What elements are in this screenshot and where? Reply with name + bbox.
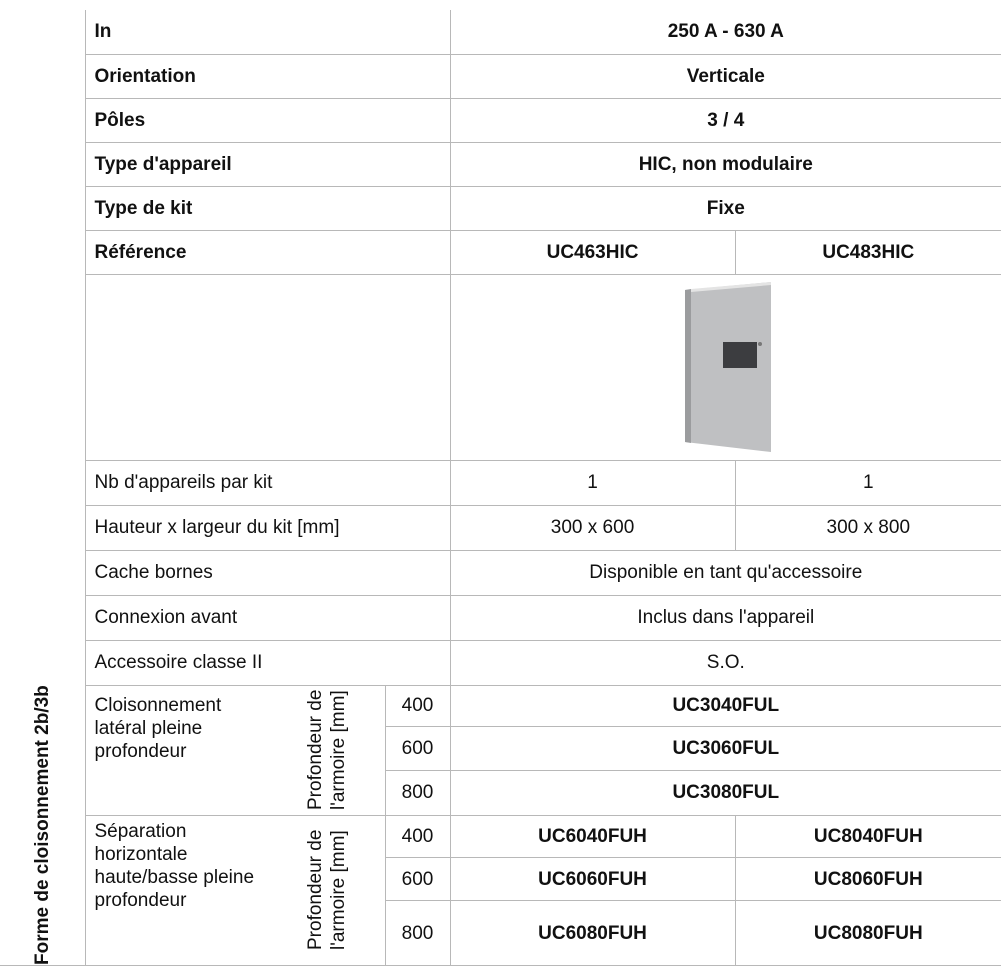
blank-cell [0,505,86,550]
spec-table: In 250 A - 630 A Orientation Verticale Pôles… [0,10,1001,966]
row-label: Accessoire classe II [85,640,451,686]
row-value: 1 [450,460,736,506]
rotated-text: Profondeur de l'armoire [mm] [305,689,350,811]
depth: 400 [385,685,451,727]
table-body: In 250 A - 630 A Orientation Verticale Pôles… [0,10,1001,966]
row-label: Type de kit [85,186,451,231]
table-row: In 250 A - 630 A [0,10,1001,55]
blank-cell [0,640,86,685]
table-row: 800 UC3080FUL [0,770,1001,816]
rotated-text: Profondeur de l'armoire [mm] [305,830,350,951]
group-label: Séparation horizontale haute/basse plein… [85,815,270,966]
row-value: Verticale [450,54,1001,99]
row-value: Disponible en tant qu'accessoire [450,550,1001,596]
row-label: Orientation [85,54,451,99]
depth: 600 [385,726,451,771]
row-label: Hauteur x largeur du kit [mm] [85,505,451,551]
depth: 800 [385,770,451,816]
table-row: Accessoire classe II S.O. [0,640,1001,686]
row-label: Pôles [85,98,451,143]
table-row: Forme de cloisonnement 2b/3b Cloisonnemen… [0,685,1001,966]
row-value: HIC, non modulaire [450,142,1001,187]
row-label: In [85,10,451,55]
group-label: Cloisonnement latéral pleine profondeur [85,685,270,816]
product-image-cell [450,274,1001,461]
row-value: 250 A - 630 A [450,10,1001,55]
depth: 800 [385,900,451,966]
blank-cell [0,550,86,595]
table-row: Hauteur x largeur du kit [mm] 300 x 600 30… [0,505,1001,551]
partition-value: UC3080FUL [450,770,1001,816]
table-row: Référence UC463HIC UC483HIC [0,230,1001,275]
table-row: Connexion avant Inclus dans l'appareil [0,595,1001,641]
reference-value: UC483HIC [735,230,1001,275]
table-row: Cache bornes Disponible en tant qu'access… [0,550,1001,596]
product-image [684,282,771,452]
partition-title: Forme de cloisonnement 2b/3b [0,685,86,966]
partition-value: UC3040FUL [450,685,1001,727]
blank-cell [0,142,86,186]
partition-value: UC6040FUH [450,815,736,858]
row-value: 300 x 600 [450,505,736,551]
row-value: 300 x 800 [735,505,1001,551]
blank-cell [0,274,86,460]
blank-cell [0,595,86,640]
row-label: Référence [85,230,451,275]
depth-label: Profondeur de l'armoire [mm] [270,685,386,816]
depth: 400 [385,815,451,858]
partition-value: UC3060FUL [450,726,1001,771]
depth-label: Profondeur de l'armoire [mm] [270,815,386,966]
row-value: Fixe [450,186,1001,231]
reference-value: UC463HIC [450,230,736,275]
depth: 600 [385,857,451,901]
table-row: Nb d'appareils par kit 1 1 [0,460,1001,506]
rotated-text: Forme de cloisonnement 2b/3b [31,685,53,965]
partition-value: UC8060FUH [735,857,1001,901]
blank-cell [0,230,86,274]
table-row: Pôles 3 / 4 [0,98,1001,143]
row-label: Nb d'appareils par kit [85,460,451,506]
row-label: Type d'appareil [85,142,451,187]
partition-value: UC6080FUH [450,900,736,966]
table-row: Séparation horizontale haute/basse plein… [0,815,1001,966]
row-value: 3 / 4 [450,98,1001,143]
table-row: 600 UC6060FUH UC8060FUH [0,857,1001,901]
blank-cell [0,186,86,230]
table-row: 600 UC3060FUL [0,726,1001,771]
partition-value: UC8040FUH [735,815,1001,858]
blank-cell [0,98,86,142]
table-row: Type d'appareil HIC, non modulaire [0,142,1001,187]
partition-value: UC6060FUH [450,857,736,901]
row-value: S.O. [450,640,1001,686]
row-value: Inclus dans l'appareil [450,595,1001,641]
blank-cell [0,460,86,505]
partition-value: UC8080FUH [735,900,1001,966]
row-label: Cache bornes [85,550,451,596]
empty-label [85,274,451,461]
row-value: 1 [735,460,1001,506]
table-row: Type de kit Fixe [0,186,1001,231]
table-row: Orientation Verticale [0,54,1001,99]
row-label: Connexion avant [85,595,451,641]
blank-cell [0,10,86,54]
blank-cell [0,54,86,98]
table-row [0,274,1001,461]
